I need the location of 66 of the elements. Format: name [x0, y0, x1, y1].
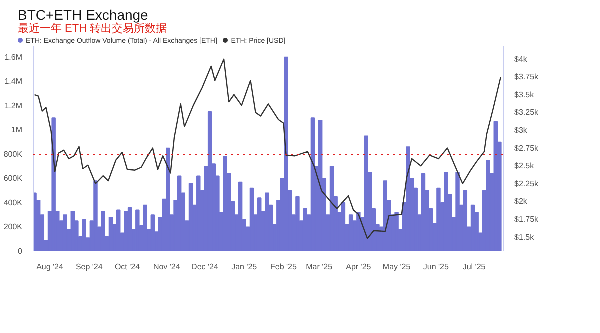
bar [348, 214, 354, 252]
bar [456, 172, 460, 252]
y2-tick-label: $4k [514, 54, 528, 64]
bar [124, 210, 128, 252]
chart-title: BTC+ETH Exchange [18, 7, 148, 23]
bar [436, 188, 441, 252]
x-tick-label: Sep '24 [76, 262, 104, 272]
bar [356, 212, 361, 252]
bar [143, 204, 148, 252]
y-tick-label: 1.2M [4, 101, 23, 110]
x-tick-label: Jun '25 [423, 262, 450, 272]
line-series [34, 58, 502, 240]
y-tick-label: 200K [4, 222, 24, 232]
y2-tick-label: $2.75k [514, 144, 540, 153]
bar [196, 176, 201, 252]
x-tick-label: Mar '25 [306, 262, 334, 272]
x-tick-label: Dec '24 [192, 262, 219, 272]
bar [166, 148, 170, 252]
y-tick-label: 1.6M [4, 52, 23, 62]
bar [284, 56, 288, 252]
bar [364, 136, 368, 252]
y2-tick-label: $2k [514, 197, 528, 206]
bar [394, 212, 399, 252]
bar [463, 190, 468, 252]
y-tick-label: 0 [18, 247, 24, 256]
y-tick-label: 1M [11, 126, 23, 135]
y2-tick-label: $2.25k [514, 179, 540, 188]
x-tick-label: Oct '24 [114, 262, 141, 272]
y2-tick-label: $3.25k [514, 108, 540, 118]
bar [52, 118, 56, 252]
bar [82, 219, 86, 252]
bar [486, 160, 490, 252]
bar [303, 208, 308, 252]
y-tick-label: 600K [4, 174, 24, 184]
y-tick-label: 800K [4, 150, 24, 159]
bar [383, 180, 388, 252]
x-tick-label: Aug '24 [36, 262, 64, 272]
y-tick-label: 400K [4, 198, 24, 208]
y2-tick-label: $3.5k [514, 90, 536, 100]
bar [94, 180, 98, 252]
x-tick-label: Feb '25 [270, 262, 298, 272]
y2-tick-label: $3k [514, 126, 528, 135]
bar [318, 120, 323, 252]
bar [265, 192, 270, 252]
x-tick-label: Jan '25 [232, 262, 258, 272]
bar [177, 176, 182, 252]
bar [208, 112, 212, 252]
bar [116, 210, 121, 252]
bar [223, 156, 228, 252]
chart-subtitle: 最近一年 ETH 转出交易所数据 [18, 23, 168, 35]
bar [444, 172, 448, 252]
bar [136, 210, 140, 252]
x-tick-label: Jul '25 [462, 262, 486, 272]
y2-tick-label: $1.75k [514, 214, 540, 224]
bar [296, 196, 300, 252]
bar [257, 198, 262, 252]
y-tick-label: 1.4M [4, 77, 23, 86]
x-tick-label: May '25 [382, 262, 412, 272]
y2-tick-label: $3.75k [514, 72, 540, 82]
y2-tick-label: $1.5k [514, 232, 536, 242]
bar [63, 214, 68, 252]
x-tick-label: Nov '24 [153, 262, 181, 272]
x-tick-label: Apr '25 [346, 262, 372, 272]
y2-tick-label: $2.5k [514, 162, 536, 171]
bar [406, 146, 410, 252]
bar [101, 210, 106, 252]
